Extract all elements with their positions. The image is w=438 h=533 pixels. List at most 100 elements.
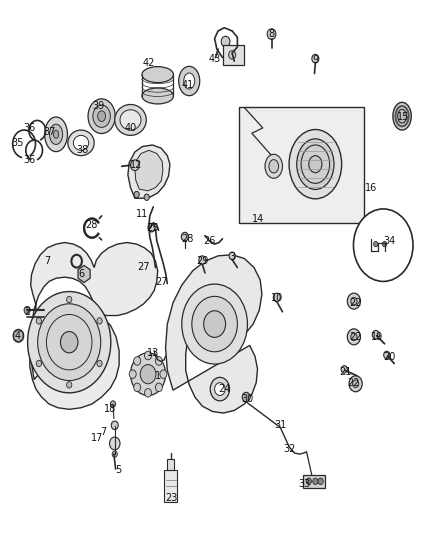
Circle shape (67, 296, 72, 303)
Ellipse shape (393, 102, 411, 130)
Circle shape (351, 297, 357, 305)
Circle shape (204, 311, 226, 337)
Text: 36: 36 (24, 123, 36, 133)
Text: 4: 4 (14, 331, 21, 341)
Polygon shape (78, 265, 90, 282)
Circle shape (353, 380, 359, 387)
Text: 40: 40 (124, 123, 137, 133)
Circle shape (97, 360, 102, 367)
Circle shape (318, 478, 323, 484)
Text: 13: 13 (147, 348, 159, 358)
Text: 14: 14 (252, 214, 265, 223)
Circle shape (353, 209, 413, 281)
Circle shape (134, 383, 141, 392)
Text: 19: 19 (371, 332, 384, 342)
Circle shape (229, 252, 235, 260)
Circle shape (374, 241, 378, 247)
Circle shape (273, 293, 280, 302)
Circle shape (36, 360, 42, 367)
Circle shape (144, 194, 149, 200)
Ellipse shape (179, 66, 200, 96)
Circle shape (28, 292, 111, 393)
Circle shape (36, 318, 42, 324)
Ellipse shape (142, 67, 173, 83)
Bar (223, 45, 244, 65)
Text: 28: 28 (85, 220, 97, 230)
Ellipse shape (142, 88, 173, 104)
Circle shape (382, 241, 387, 247)
Ellipse shape (98, 111, 106, 122)
Circle shape (67, 382, 72, 388)
Circle shape (145, 351, 152, 360)
Circle shape (13, 329, 24, 342)
Ellipse shape (49, 124, 63, 144)
Text: 1: 1 (155, 371, 161, 381)
Ellipse shape (265, 155, 283, 179)
Text: 32: 32 (284, 444, 296, 454)
Text: 41: 41 (181, 80, 194, 90)
Circle shape (181, 232, 188, 241)
Circle shape (155, 383, 162, 392)
Circle shape (148, 223, 155, 232)
Circle shape (306, 478, 311, 484)
Text: 23: 23 (166, 494, 178, 503)
Text: 22: 22 (350, 298, 362, 308)
Ellipse shape (88, 99, 115, 133)
Circle shape (60, 332, 78, 353)
Circle shape (24, 306, 30, 314)
Circle shape (221, 36, 230, 47)
Ellipse shape (120, 110, 141, 130)
Text: 33: 33 (298, 479, 311, 489)
Circle shape (145, 389, 152, 397)
Text: 28: 28 (181, 234, 194, 244)
Ellipse shape (45, 117, 67, 152)
Text: 30: 30 (241, 394, 254, 403)
Text: 20: 20 (383, 352, 395, 362)
Text: 17: 17 (91, 433, 103, 443)
Polygon shape (166, 255, 262, 413)
Circle shape (110, 401, 116, 407)
Ellipse shape (115, 104, 146, 135)
Ellipse shape (184, 73, 194, 89)
Circle shape (267, 29, 276, 39)
Ellipse shape (309, 156, 322, 173)
Circle shape (313, 478, 318, 484)
Text: 24: 24 (218, 384, 230, 394)
Polygon shape (239, 107, 364, 223)
Polygon shape (303, 475, 325, 488)
Ellipse shape (398, 109, 406, 123)
Polygon shape (164, 470, 177, 502)
Text: 7: 7 (100, 427, 106, 437)
Circle shape (155, 357, 162, 365)
Text: 12: 12 (130, 160, 142, 170)
Text: 27: 27 (138, 262, 150, 271)
Circle shape (210, 377, 230, 401)
Circle shape (112, 451, 117, 457)
Text: 42: 42 (143, 58, 155, 68)
Circle shape (111, 421, 118, 430)
Text: 36: 36 (24, 155, 36, 165)
Text: 2: 2 (24, 307, 30, 317)
Ellipse shape (68, 130, 94, 156)
Text: 18: 18 (104, 405, 117, 414)
Circle shape (347, 329, 360, 345)
Circle shape (134, 357, 141, 365)
Text: 5: 5 (115, 465, 121, 475)
Circle shape (351, 333, 357, 341)
Polygon shape (30, 243, 158, 409)
Text: 16: 16 (365, 183, 378, 192)
Circle shape (349, 376, 362, 392)
Circle shape (347, 293, 360, 309)
Circle shape (131, 160, 139, 171)
Text: 26: 26 (203, 236, 215, 246)
Circle shape (129, 370, 136, 378)
Ellipse shape (289, 130, 342, 199)
Polygon shape (14, 329, 23, 342)
Ellipse shape (297, 139, 334, 190)
Circle shape (199, 256, 206, 264)
Text: 15: 15 (397, 112, 409, 122)
Circle shape (215, 383, 225, 395)
Circle shape (242, 392, 250, 402)
Circle shape (97, 318, 102, 324)
Text: 22: 22 (348, 378, 360, 387)
